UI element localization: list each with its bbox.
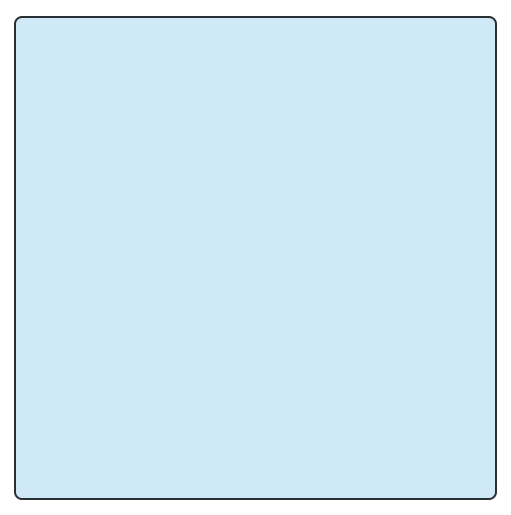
lunch-menu-grid [14, 16, 497, 500]
